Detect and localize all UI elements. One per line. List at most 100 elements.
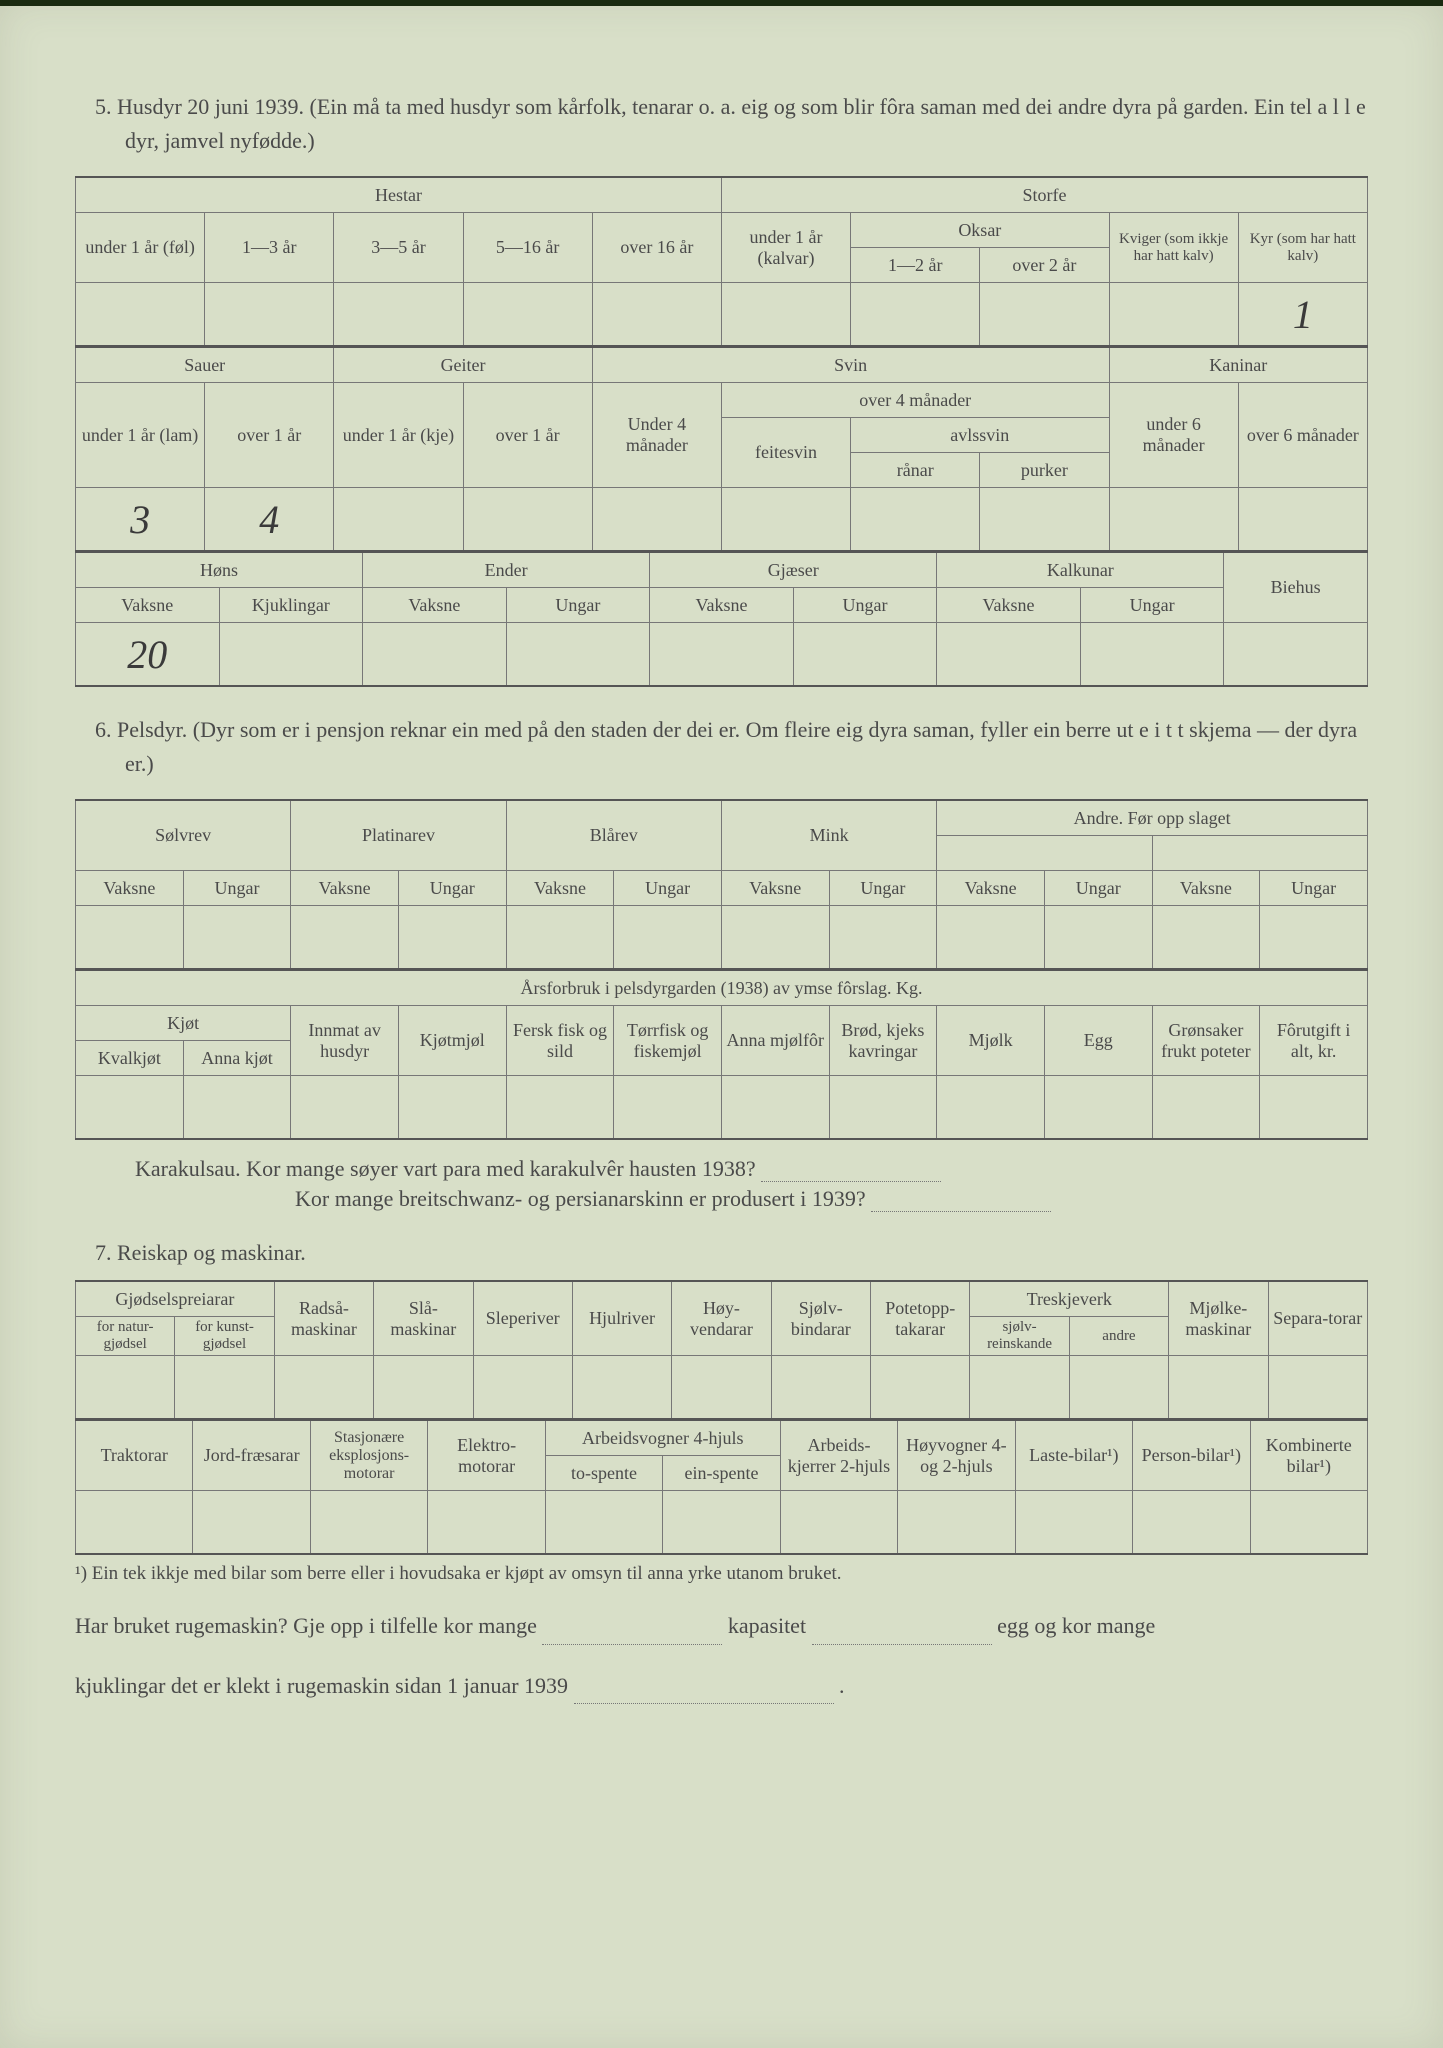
cell-pr-u[interactable] [398, 906, 506, 970]
cell-br-v[interactable] [506, 906, 614, 970]
cell-jord[interactable] [193, 1491, 310, 1555]
col-annakjot: Anna kjøt [183, 1041, 291, 1076]
andre-blank1[interactable] [937, 836, 1152, 871]
cell-ender-ungar[interactable] [506, 623, 650, 687]
cell-kjotmjol[interactable] [398, 1076, 506, 1140]
cell-egg[interactable] [1044, 1076, 1152, 1140]
cell-purker[interactable] [980, 488, 1109, 552]
andre-blank2[interactable] [1152, 836, 1367, 871]
cell-potet[interactable] [871, 1356, 970, 1420]
cell-hest-3-5[interactable] [334, 283, 463, 347]
cell-geit-o1[interactable] [463, 488, 592, 552]
cell-lam[interactable]: 3 [76, 488, 205, 552]
cell-t-sjolv[interactable] [970, 1356, 1069, 1420]
cell-einspente[interactable] [663, 1491, 780, 1555]
cell-ranar[interactable] [851, 488, 980, 552]
cell-kalkunar-ungar[interactable] [1080, 623, 1224, 687]
karakul-q1-blank[interactable] [761, 1159, 941, 1182]
cell-kyr[interactable]: 1 [1238, 283, 1367, 347]
cell-storfe-u1[interactable] [721, 283, 850, 347]
cell-sau-o1[interactable]: 4 [205, 488, 334, 552]
cell-forutgift[interactable] [1260, 1076, 1368, 1140]
cell-sleperiver[interactable] [473, 1356, 572, 1420]
cell-sjolvb[interactable] [771, 1356, 870, 1420]
cell-natur[interactable] [76, 1356, 175, 1420]
cell-sr-u[interactable] [183, 906, 291, 970]
karakul-q2-blank[interactable] [871, 1189, 1051, 1212]
col-gjaeser-ungar: Ungar [793, 588, 937, 623]
cell-hjulriver[interactable] [572, 1356, 671, 1420]
cell-kje[interactable] [334, 488, 463, 552]
cell-gjaeser-vaksne[interactable] [650, 623, 794, 687]
cell-kvalkjot[interactable] [76, 1076, 184, 1140]
cell-gjaeser-ungar[interactable] [793, 623, 937, 687]
cell-trakt[interactable] [76, 1491, 193, 1555]
cell-t-andre[interactable] [1069, 1356, 1168, 1420]
cell-hest-u1[interactable] [76, 283, 205, 347]
cell-hoyvogn[interactable] [898, 1491, 1015, 1555]
hdr-platinarev: Platinarev [291, 800, 506, 871]
cell-innmat[interactable] [291, 1076, 399, 1140]
col-ender-ungar: Ungar [506, 588, 650, 623]
cell-kviger[interactable] [1109, 283, 1238, 347]
cell-oksar-o2[interactable] [980, 283, 1109, 347]
cell-a1-v[interactable] [937, 906, 1045, 970]
cell-laste[interactable] [1015, 1491, 1132, 1555]
cell-oksar-1-2[interactable] [851, 283, 980, 347]
cell-biehus[interactable] [1224, 623, 1368, 687]
cell-br-u[interactable] [614, 906, 722, 970]
cell-hons-vaksne[interactable]: 20 [76, 623, 220, 687]
cell-brod[interactable] [829, 1076, 937, 1140]
cell-pr-v[interactable] [291, 906, 399, 970]
cell-annakjot[interactable] [183, 1076, 291, 1140]
cell-hest-1-3[interactable] [205, 283, 334, 347]
col-oksar-o2: over 2 år [980, 248, 1109, 283]
col-laste: Laste-bilar¹) [1015, 1420, 1132, 1491]
cell-a2-v[interactable] [1152, 906, 1260, 970]
cell-kanin-o6[interactable] [1238, 488, 1367, 552]
cell-fersk[interactable] [506, 1076, 614, 1140]
cell-arbeidk[interactable] [780, 1491, 897, 1555]
col-a1-u: Ungar [1044, 871, 1152, 906]
karakul-q2: Kor mange breitschwanz- og persianarskin… [295, 1186, 866, 1211]
cell-komb[interactable] [1250, 1491, 1367, 1555]
cell-tospente[interactable] [545, 1491, 662, 1555]
q1-blank-1[interactable] [542, 1622, 722, 1645]
cell-kunst[interactable] [175, 1356, 274, 1420]
cell-sr-v[interactable] [76, 906, 184, 970]
table-arsforbruk: Årsforbruk i pelsdyrgarden (1938) av yms… [75, 969, 1368, 1140]
cell-anna[interactable] [721, 1076, 829, 1140]
cell-radsa[interactable] [274, 1356, 373, 1420]
q2-blank[interactable] [574, 1681, 834, 1704]
col-kunst: for kunst-gjødsel [175, 1317, 274, 1356]
col-t-andre: andre [1069, 1317, 1168, 1356]
cell-mk-v[interactable] [721, 906, 829, 970]
col-innmat: Innmat av husdyr [291, 1006, 399, 1076]
cell-gron[interactable] [1152, 1076, 1260, 1140]
cell-a2-u[interactable] [1260, 906, 1368, 970]
cell-mk-u[interactable] [829, 906, 937, 970]
cell-stasj[interactable] [310, 1491, 427, 1555]
col-gjaeser-vaksne: Vaksne [650, 588, 794, 623]
cell-hest-o16[interactable] [592, 283, 721, 347]
cell-feitesvin[interactable] [721, 488, 850, 552]
cell-svin-u4[interactable] [592, 488, 721, 552]
cell-hest-5-16[interactable] [463, 283, 592, 347]
cell-ender-vaksne[interactable] [363, 623, 507, 687]
cell-hons-kjuk[interactable] [219, 623, 363, 687]
cell-hoyv[interactable] [672, 1356, 771, 1420]
cell-elektro[interactable] [428, 1491, 545, 1555]
cell-a1-u[interactable] [1044, 906, 1152, 970]
cell-mjolke[interactable] [1169, 1356, 1268, 1420]
cell-separ[interactable] [1268, 1356, 1368, 1420]
cell-mjolk[interactable] [937, 1076, 1045, 1140]
q1-blank-2[interactable] [812, 1622, 992, 1645]
col-svin-u4: Under 4 månader [592, 383, 721, 488]
karakul-q1: Karakulsau. Kor mange søyer vart para me… [135, 1156, 756, 1181]
hdr-treskje: Treskjeverk [970, 1281, 1169, 1317]
cell-person[interactable] [1133, 1491, 1250, 1555]
cell-kalkunar-vaksne[interactable] [937, 623, 1081, 687]
cell-sla[interactable] [374, 1356, 473, 1420]
cell-kanin-u6[interactable] [1109, 488, 1238, 552]
cell-torr[interactable] [614, 1076, 722, 1140]
